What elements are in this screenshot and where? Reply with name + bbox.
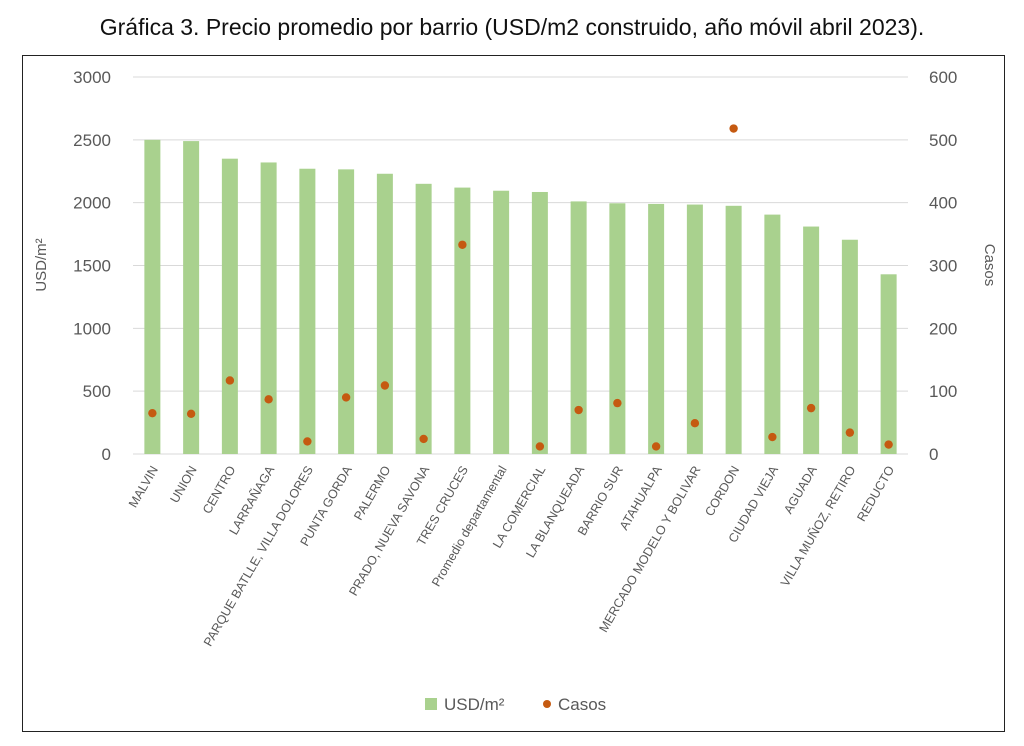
bar <box>531 191 548 455</box>
bar <box>648 203 665 454</box>
point <box>264 395 273 404</box>
point <box>303 437 312 446</box>
y-tick-labels: 0 500 1000 1500 2000 2500 3000 <box>73 68 111 464</box>
y2-tick-label: 100 <box>929 382 957 401</box>
legend-label-bars: USD/m² <box>444 695 505 714</box>
chart-title: Gráfica 3. Precio promedio por barrio (U… <box>99 14 925 40</box>
point <box>613 398 622 408</box>
y-tick-label: 2500 <box>73 131 111 150</box>
bar <box>570 201 587 454</box>
y2-tick-label: 400 <box>929 194 957 213</box>
x-tick-label: CENTRO <box>200 463 239 516</box>
bar <box>183 141 200 454</box>
bar <box>686 204 703 454</box>
y-tick-label: 1000 <box>73 319 111 338</box>
bar <box>299 168 316 454</box>
point <box>535 442 545 451</box>
chart-frame <box>22 55 1005 732</box>
x-tick-label: MALVIN <box>126 464 161 511</box>
x-tick-label: AGUADA <box>781 463 820 516</box>
bar <box>221 158 238 454</box>
y-axis-label: USD/m² <box>33 238 50 291</box>
bar <box>725 205 742 454</box>
bar <box>338 169 355 455</box>
y2-tick-labels: 0 100 200 300 400 500 600 <box>929 68 957 464</box>
point <box>341 393 351 402</box>
point <box>690 419 700 428</box>
y-tick-label: 500 <box>83 382 111 401</box>
x-tick-label: VILLA MUÑOZ, RETIRO <box>778 463 859 589</box>
point <box>380 381 390 390</box>
point <box>458 240 467 249</box>
y-tick-label: 0 <box>102 445 111 464</box>
x-tick-label: PALERMO <box>351 463 393 522</box>
point <box>148 408 157 418</box>
legend-label-points: Casos <box>558 695 606 714</box>
y-tick-label: 2000 <box>73 194 111 213</box>
bar <box>493 190 510 454</box>
point <box>225 376 235 385</box>
y2-tick-label: 200 <box>929 319 957 338</box>
legend: USD/m² Casos <box>425 695 606 714</box>
bar <box>415 183 432 455</box>
bar <box>376 173 393 454</box>
y-tick-label: 1500 <box>73 257 111 276</box>
x-tick-label: REDUCTO <box>854 463 897 524</box>
y-tick-label: 3000 <box>73 68 111 87</box>
x-tick-label: UNION <box>167 464 199 506</box>
bar <box>880 274 897 454</box>
bar <box>454 187 471 454</box>
point <box>806 403 816 413</box>
y2-tick-label: 300 <box>929 257 957 276</box>
y2-tick-label: 600 <box>929 68 957 87</box>
point <box>845 428 855 437</box>
point <box>768 432 777 442</box>
bar <box>609 203 626 454</box>
point <box>186 409 196 418</box>
bar <box>803 226 820 454</box>
point <box>651 442 661 451</box>
bar <box>841 239 858 454</box>
point <box>419 434 428 444</box>
bar <box>764 214 781 454</box>
x-tick-label: CORDON <box>702 464 742 519</box>
point <box>884 440 893 449</box>
y2-axis-label: Casos <box>981 244 998 287</box>
legend-swatch-bars <box>425 698 437 710</box>
point <box>574 405 583 415</box>
x-tick-label: Promedio departamental <box>429 464 510 590</box>
legend-swatch-points <box>543 700 551 708</box>
gridlines <box>133 76 908 455</box>
y2-tick-label: 0 <box>929 445 938 464</box>
bar <box>260 162 277 454</box>
bar <box>144 139 161 455</box>
point <box>729 124 738 133</box>
y2-tick-label: 500 <box>929 131 957 150</box>
bars <box>144 139 897 455</box>
points <box>148 124 893 451</box>
